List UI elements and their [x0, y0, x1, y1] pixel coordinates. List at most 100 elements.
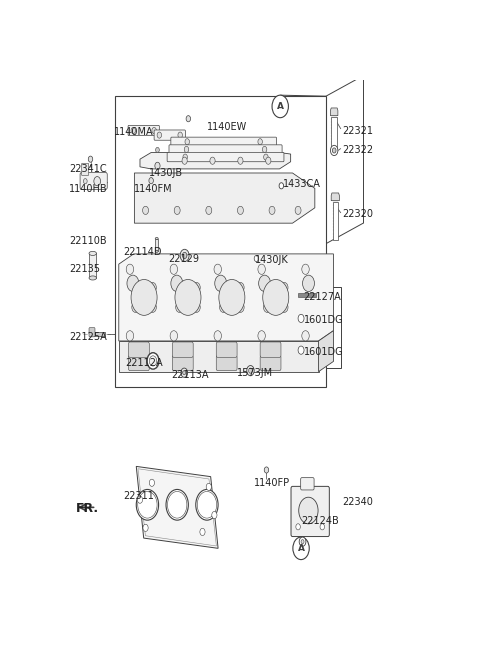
- Circle shape: [196, 489, 218, 520]
- Circle shape: [249, 368, 252, 373]
- Circle shape: [296, 524, 300, 530]
- Circle shape: [143, 206, 148, 215]
- Circle shape: [258, 139, 263, 145]
- Circle shape: [210, 157, 215, 164]
- Circle shape: [88, 156, 93, 162]
- Text: 22311: 22311: [123, 491, 154, 501]
- FancyBboxPatch shape: [82, 164, 89, 176]
- Circle shape: [320, 524, 324, 530]
- Circle shape: [182, 252, 187, 259]
- Circle shape: [264, 467, 269, 473]
- Circle shape: [302, 264, 309, 275]
- Circle shape: [175, 279, 201, 315]
- FancyBboxPatch shape: [300, 477, 314, 490]
- Bar: [331, 116, 337, 150]
- Bar: [326, 287, 341, 368]
- Circle shape: [132, 302, 139, 313]
- FancyBboxPatch shape: [129, 355, 149, 370]
- Text: 22113A: 22113A: [171, 370, 208, 380]
- Text: 1573JM: 1573JM: [237, 368, 273, 378]
- Bar: [155, 239, 158, 251]
- Circle shape: [193, 283, 200, 293]
- Circle shape: [214, 264, 221, 275]
- Circle shape: [258, 264, 265, 275]
- Circle shape: [126, 264, 133, 275]
- FancyBboxPatch shape: [260, 355, 281, 370]
- Circle shape: [237, 302, 244, 313]
- Circle shape: [137, 496, 143, 503]
- Circle shape: [131, 128, 135, 134]
- Bar: [89, 253, 96, 278]
- Circle shape: [330, 146, 338, 156]
- Ellipse shape: [89, 276, 96, 280]
- Circle shape: [181, 368, 188, 377]
- Circle shape: [131, 279, 157, 315]
- Circle shape: [136, 489, 158, 520]
- Circle shape: [302, 275, 314, 291]
- Circle shape: [184, 146, 189, 152]
- Bar: [298, 293, 316, 297]
- Circle shape: [149, 178, 154, 184]
- Circle shape: [299, 537, 306, 546]
- Circle shape: [174, 206, 180, 215]
- Text: FR.: FR.: [76, 502, 99, 515]
- Text: 1430JK: 1430JK: [255, 255, 289, 265]
- Circle shape: [200, 529, 205, 535]
- Text: 1140EW: 1140EW: [207, 122, 247, 132]
- Circle shape: [178, 132, 182, 138]
- Circle shape: [84, 179, 87, 184]
- Circle shape: [237, 283, 244, 293]
- Circle shape: [182, 157, 187, 164]
- Circle shape: [143, 524, 148, 531]
- Circle shape: [215, 275, 227, 291]
- Circle shape: [170, 331, 178, 341]
- Circle shape: [254, 255, 259, 261]
- Circle shape: [264, 302, 271, 313]
- Circle shape: [193, 302, 200, 313]
- Ellipse shape: [155, 237, 158, 239]
- Circle shape: [185, 139, 190, 145]
- Bar: [90, 332, 106, 336]
- Circle shape: [127, 275, 139, 291]
- Circle shape: [299, 497, 318, 524]
- Circle shape: [271, 291, 280, 303]
- Circle shape: [149, 356, 156, 366]
- Circle shape: [238, 157, 243, 164]
- Circle shape: [171, 275, 183, 291]
- Circle shape: [132, 283, 139, 293]
- Circle shape: [272, 95, 288, 118]
- Text: 22124B: 22124B: [301, 516, 339, 526]
- Circle shape: [269, 206, 275, 215]
- Circle shape: [263, 146, 267, 152]
- Circle shape: [183, 291, 192, 303]
- FancyBboxPatch shape: [291, 486, 329, 537]
- Text: 22340: 22340: [342, 497, 373, 507]
- Circle shape: [295, 206, 301, 215]
- Circle shape: [258, 331, 265, 341]
- Circle shape: [152, 128, 156, 134]
- FancyBboxPatch shape: [171, 137, 276, 146]
- Text: 22321: 22321: [342, 126, 373, 136]
- Text: 22320: 22320: [342, 209, 373, 219]
- FancyBboxPatch shape: [172, 355, 193, 370]
- Circle shape: [332, 148, 336, 153]
- Circle shape: [149, 283, 156, 293]
- Text: 1140HB: 1140HB: [69, 184, 108, 194]
- Text: 1140FP: 1140FP: [254, 477, 290, 488]
- Text: 1601DG: 1601DG: [304, 347, 343, 357]
- Circle shape: [186, 116, 191, 122]
- Circle shape: [247, 366, 254, 376]
- Polygon shape: [119, 341, 319, 372]
- Circle shape: [301, 539, 304, 544]
- Circle shape: [166, 489, 188, 520]
- Circle shape: [197, 491, 216, 518]
- Polygon shape: [136, 466, 218, 549]
- Text: 1430JB: 1430JB: [149, 168, 183, 178]
- Circle shape: [149, 479, 155, 486]
- Text: 1140MA: 1140MA: [114, 127, 154, 137]
- Polygon shape: [330, 108, 338, 116]
- Text: 1433CA: 1433CA: [283, 180, 321, 190]
- Text: 1601DG: 1601DG: [304, 315, 343, 325]
- Text: 22114D: 22114D: [123, 247, 162, 257]
- FancyBboxPatch shape: [154, 130, 185, 140]
